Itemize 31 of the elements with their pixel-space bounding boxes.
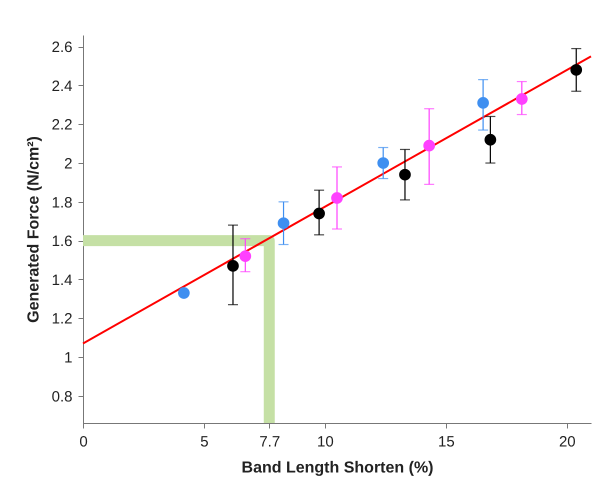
y-axis-title: Generated Force (N/cm²) [26, 136, 43, 323]
y-tick-label: 1 [64, 350, 72, 367]
point [484, 134, 496, 146]
y-tick-label: 2.2 [52, 116, 72, 134]
point [278, 217, 290, 230]
point [570, 64, 582, 76]
point [227, 260, 239, 272]
point [423, 140, 436, 152]
x-tick-label: 10 [317, 434, 334, 450]
y-tick-label: 2 [64, 156, 72, 173]
point [377, 157, 390, 169]
point [313, 208, 325, 220]
point [178, 287, 190, 299]
point [399, 168, 411, 181]
point [477, 97, 489, 109]
x-tick-label: 15 [438, 434, 455, 450]
y-tick-label: 2.4 [52, 78, 72, 95]
x-axis-title: Band Length Shorten (%) [242, 460, 434, 476]
point [331, 192, 343, 204]
y-tick-label: 1.6 [52, 233, 72, 250]
y-tick-label: 1.2 [52, 310, 72, 328]
point [516, 93, 528, 105]
x-tick-label: 7.7 [259, 434, 280, 450]
x-tick-label: 20 [558, 434, 576, 450]
y-tick-label: 1.4 [52, 272, 72, 289]
y-tick-label: 2.6 [52, 39, 72, 56]
y-tick-label: 0.8 [52, 388, 72, 406]
x-tick-label: 5 [200, 434, 209, 450]
y-tick-label: 1.8 [52, 194, 72, 212]
x-tick-label: 0 [79, 434, 88, 450]
point [239, 250, 252, 262]
